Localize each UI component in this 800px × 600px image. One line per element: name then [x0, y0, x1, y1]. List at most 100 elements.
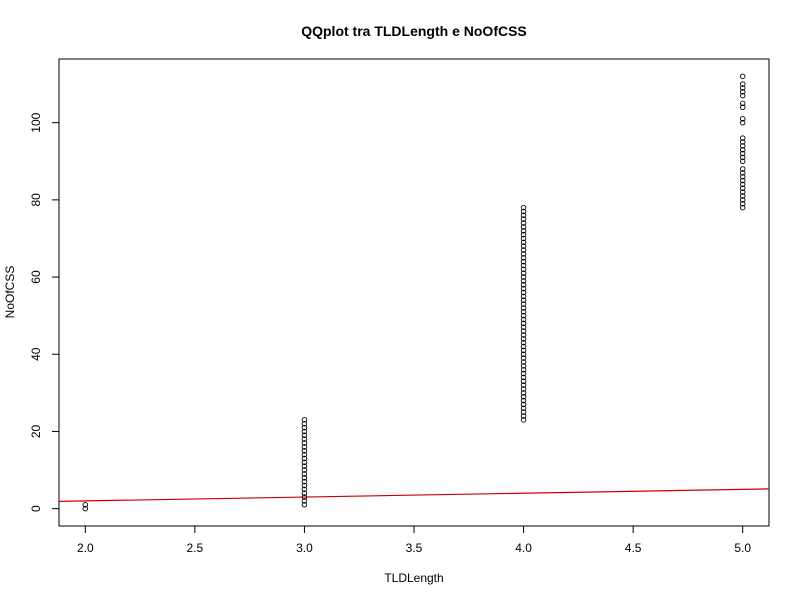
data-point [739, 170, 746, 176]
y-axis: 0 20 40 60 80 100 [29, 112, 59, 512]
y-tick-label: 60 [29, 270, 43, 284]
data-point [739, 85, 746, 91]
reference-line [58, 488, 770, 502]
data-point [520, 220, 527, 226]
data-point [301, 432, 308, 439]
data-point [82, 505, 89, 512]
data-point [520, 339, 527, 346]
data-point [82, 502, 89, 508]
data-point [520, 289, 527, 296]
chart-title: QQplot tra TLDLength e NoOfCSS [301, 23, 527, 39]
data-point [520, 278, 527, 284]
data-point [301, 451, 308, 458]
data-point [520, 266, 527, 273]
data-point [520, 417, 527, 423]
data-point [301, 440, 308, 446]
data-point [520, 282, 527, 288]
data-point [520, 363, 527, 369]
y-tick-label: 80 [29, 193, 43, 207]
data-point [520, 355, 527, 361]
reference-line-group [58, 488, 770, 502]
data-point [739, 146, 746, 153]
data-point [520, 401, 527, 408]
data-point [739, 100, 746, 107]
data-point [520, 309, 527, 315]
data-point [520, 413, 527, 419]
x-tick-label: 3.0 [296, 541, 313, 555]
data-point [301, 424, 308, 431]
data-point [520, 320, 527, 327]
data-point [520, 328, 527, 334]
data-point [520, 255, 527, 261]
data-point [301, 486, 308, 493]
data-point [520, 351, 527, 358]
data-point [520, 208, 527, 215]
data-point [301, 444, 308, 450]
x-tick-label: 5.0 [734, 541, 751, 555]
data-point [739, 104, 746, 110]
data-point [301, 428, 308, 435]
data-point [520, 251, 527, 257]
x-tick-label: 4.5 [625, 541, 642, 555]
data-point [520, 409, 527, 415]
data-point [520, 285, 527, 292]
data-point [520, 212, 527, 219]
x-axis: 2.0 2.5 3.0 3.5 4.0 4.5 5.0 [77, 526, 751, 555]
data-point [739, 143, 746, 149]
data-point [739, 197, 746, 203]
data-point [520, 359, 527, 365]
data-point [739, 166, 746, 172]
data-point [520, 239, 527, 246]
x-tick-label: 3.5 [406, 541, 423, 555]
data-point [739, 173, 746, 180]
data-point [301, 420, 308, 427]
y-tick-label: 100 [29, 112, 43, 132]
data-point [520, 227, 527, 234]
data-point [520, 324, 527, 330]
data-point [301, 478, 308, 485]
points-group [82, 73, 746, 512]
data-point [520, 293, 527, 300]
data-point [520, 258, 527, 265]
data-point [520, 216, 527, 222]
data-point [520, 262, 527, 269]
data-point [520, 343, 527, 350]
data-point [520, 370, 527, 377]
data-point [301, 417, 308, 423]
x-tick-label: 2.0 [77, 541, 94, 555]
data-point [739, 92, 746, 99]
data-point [739, 119, 746, 126]
data-point [301, 447, 308, 454]
data-point [520, 366, 527, 373]
data-point [739, 116, 746, 122]
data-point [739, 150, 746, 157]
data-point [301, 463, 308, 469]
data-point [739, 177, 746, 184]
data-point [301, 475, 308, 481]
data-point [520, 312, 527, 319]
data-point [739, 193, 746, 199]
data-point [520, 231, 527, 238]
data-point [301, 467, 308, 473]
data-point [520, 270, 527, 276]
y-tick-label: 20 [29, 424, 43, 438]
data-point [739, 158, 746, 165]
y-tick-label: 0 [29, 505, 43, 512]
data-point [520, 378, 527, 385]
data-point [739, 181, 746, 188]
data-point [301, 455, 308, 462]
data-point [520, 332, 527, 338]
data-point [301, 502, 308, 508]
y-axis-label: NoOfCSS [3, 266, 17, 319]
data-point [739, 81, 746, 87]
data-point [301, 490, 308, 496]
data-point [301, 498, 308, 504]
data-point [739, 89, 746, 95]
data-point [301, 471, 308, 477]
data-point [301, 482, 308, 489]
data-point [520, 336, 527, 342]
data-point [739, 139, 746, 145]
data-point [520, 390, 527, 396]
data-point [739, 73, 746, 80]
